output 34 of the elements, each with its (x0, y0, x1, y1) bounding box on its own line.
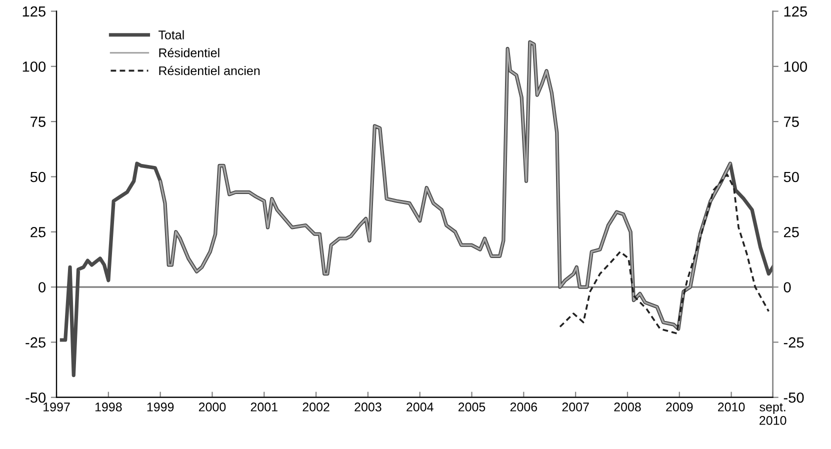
y2-tick-label: 25 (784, 226, 799, 238)
x-tick-label: 2002 (302, 402, 330, 412)
y-tick-label: -25 (26, 337, 46, 348)
x-tick-label: 1997 (44, 402, 70, 412)
y-tick-label: -50 (26, 392, 46, 403)
x-tick-label: 2001 (250, 402, 278, 412)
y2-tick-label: 0 (784, 282, 791, 292)
x-tick-label: 2008 (614, 402, 641, 412)
y-tick-label: 100 (22, 61, 46, 72)
x-tick-label: 2010 (718, 402, 745, 412)
y-tick-label: 125 (22, 6, 46, 17)
y2-tick-label: -25 (784, 337, 804, 348)
y-tick-label: 50 (30, 172, 46, 182)
y-tick-label: 75 (30, 116, 46, 127)
x-tick-label: 2007 (562, 402, 589, 412)
x-tick-label: 2003 (354, 402, 382, 412)
y-tick-label: 0 (38, 282, 46, 292)
y2-tick-label: 100 (784, 61, 808, 72)
x-tick-label: 2004 (406, 402, 434, 412)
y2-tick-label: 75 (784, 116, 799, 127)
x-tick-label: 1999 (147, 402, 174, 412)
y2-tick-label: 125 (784, 6, 807, 17)
legend-label: Résidentiel (159, 48, 220, 58)
y-tick-label: 25 (30, 226, 46, 238)
y2-tick-label: 50 (784, 172, 799, 182)
x-tick-label: sept. 2010 (760, 403, 786, 425)
legend-label: Total (158, 30, 184, 40)
legend-label: Résidentiel ancien (159, 66, 260, 76)
y2-tick-label: -50 (784, 392, 804, 403)
x-tick-label: 2009 (666, 402, 693, 412)
x-tick-label: 2006 (510, 402, 538, 412)
x-tick-label: 2000 (198, 402, 226, 412)
x-tick-label: 2005 (458, 402, 486, 412)
x-tick-label: 1998 (95, 402, 122, 412)
